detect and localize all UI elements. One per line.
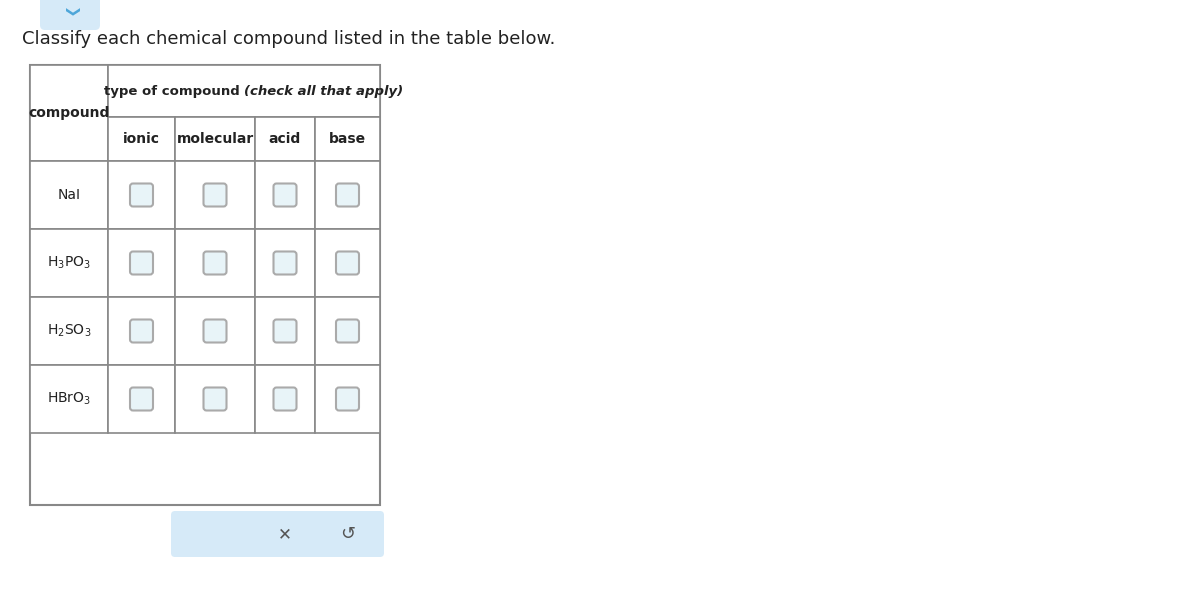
Bar (314, 117, 380, 161)
FancyBboxPatch shape (274, 252, 296, 274)
Bar (175, 161, 256, 229)
FancyBboxPatch shape (204, 320, 227, 343)
FancyBboxPatch shape (130, 183, 154, 206)
Bar (314, 229, 380, 297)
Bar (175, 365, 256, 433)
Bar (30, 365, 108, 433)
Bar (108, 297, 175, 365)
Text: ✕: ✕ (278, 525, 292, 543)
Bar (175, 229, 256, 297)
FancyBboxPatch shape (336, 320, 359, 343)
FancyBboxPatch shape (204, 252, 227, 274)
Text: H$_3$PO$_3$: H$_3$PO$_3$ (47, 255, 91, 271)
FancyBboxPatch shape (130, 387, 154, 411)
FancyBboxPatch shape (130, 320, 154, 343)
Bar (108, 365, 175, 433)
Text: molecular: molecular (176, 132, 253, 146)
Text: H$_2$SO$_3$: H$_2$SO$_3$ (47, 323, 91, 339)
FancyBboxPatch shape (274, 387, 296, 411)
FancyBboxPatch shape (172, 511, 384, 557)
Bar (30, 297, 108, 365)
Text: ❯: ❯ (64, 7, 77, 18)
Bar (314, 161, 380, 229)
FancyBboxPatch shape (204, 183, 227, 206)
FancyBboxPatch shape (336, 252, 359, 274)
FancyBboxPatch shape (130, 252, 154, 274)
Bar (254, 365, 314, 433)
Bar (30, 65, 108, 161)
Text: ↺: ↺ (340, 525, 355, 543)
FancyBboxPatch shape (336, 387, 359, 411)
FancyBboxPatch shape (274, 183, 296, 206)
Text: (check all that apply): (check all that apply) (244, 84, 403, 98)
Text: Classify each chemical compound listed in the table below.: Classify each chemical compound listed i… (22, 30, 556, 48)
Bar (108, 161, 175, 229)
Bar (108, 229, 175, 297)
Bar (175, 297, 256, 365)
Text: acid: acid (269, 132, 301, 146)
FancyBboxPatch shape (274, 320, 296, 343)
FancyBboxPatch shape (336, 183, 359, 206)
Bar (314, 297, 380, 365)
Bar (254, 117, 314, 161)
Bar (108, 117, 175, 161)
Text: HBrO$_3$: HBrO$_3$ (47, 391, 91, 407)
Bar (30, 65, 380, 505)
Text: type of compound: type of compound (103, 84, 244, 98)
Bar (254, 297, 314, 365)
Bar (314, 365, 380, 433)
FancyBboxPatch shape (204, 387, 227, 411)
Bar (30, 161, 108, 229)
Bar (175, 117, 256, 161)
Text: NaI: NaI (58, 188, 80, 202)
Bar (254, 229, 314, 297)
Text: compound: compound (29, 106, 109, 120)
Bar (108, 65, 380, 117)
Text: base: base (329, 132, 366, 146)
Text: ionic: ionic (124, 132, 160, 146)
FancyBboxPatch shape (40, 0, 100, 30)
Bar (30, 229, 108, 297)
Bar (254, 161, 314, 229)
